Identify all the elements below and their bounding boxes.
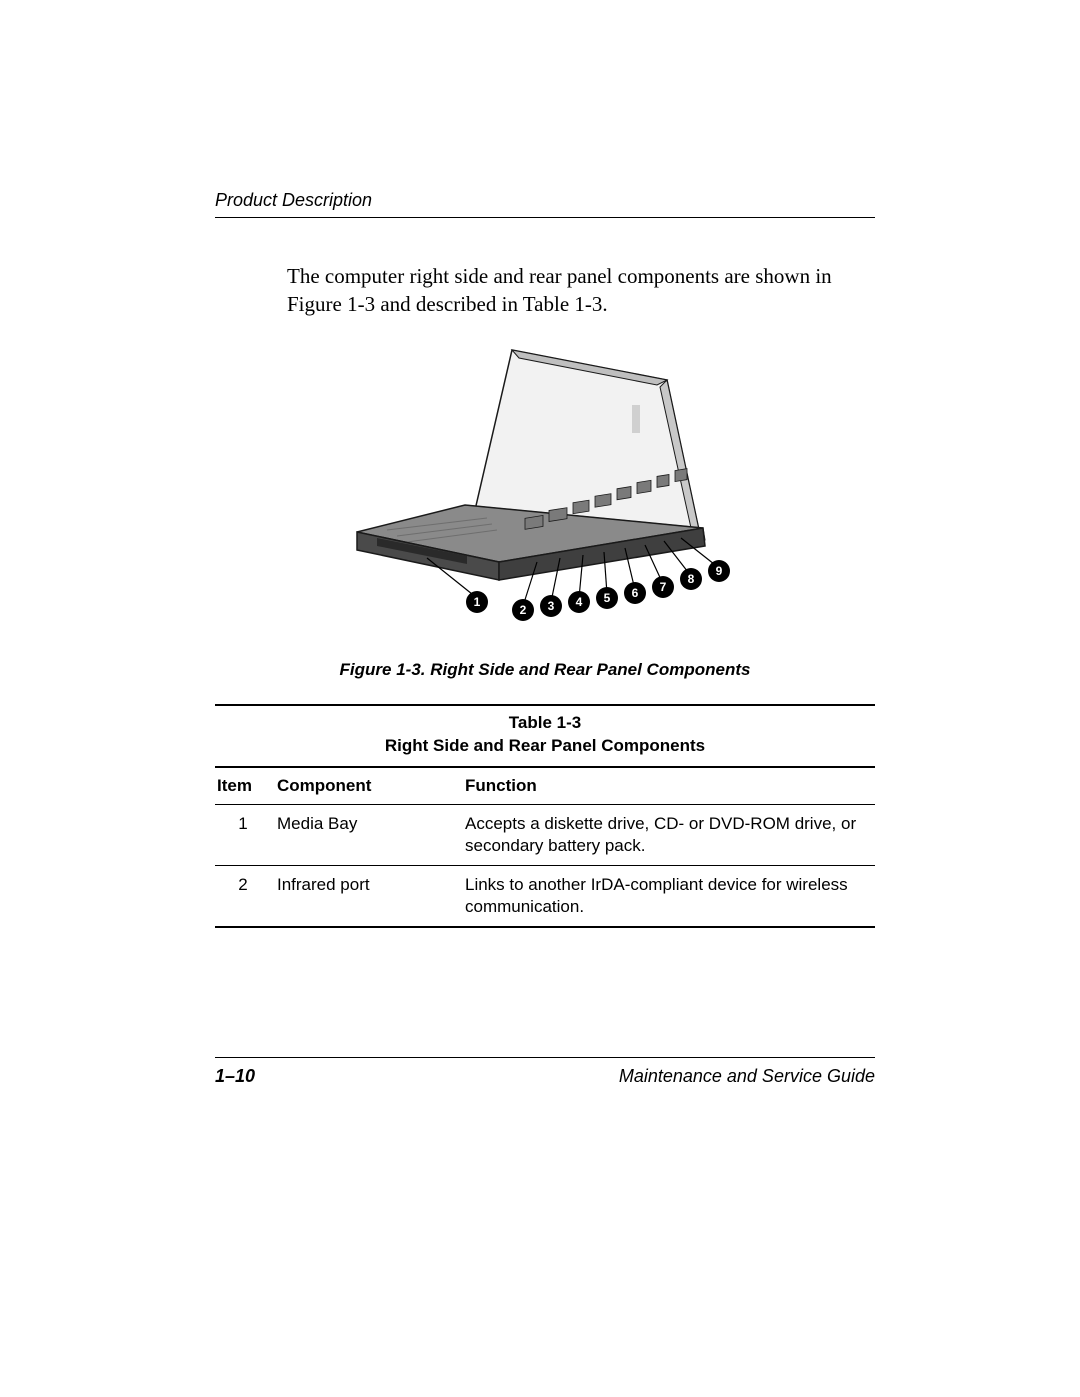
cell-item: 1 bbox=[215, 804, 275, 865]
callout-6: 6 bbox=[632, 586, 639, 600]
table-row: 2 Infrared port Links to another IrDA-co… bbox=[215, 865, 875, 927]
page-footer: 1–10 Maintenance and Service Guide bbox=[215, 1057, 875, 1087]
figure-1-3: 1 2 3 4 5 6 7 8 9 bbox=[287, 340, 807, 630]
table-title-row: Table 1-3 Right Side and Rear Panel Comp… bbox=[215, 705, 875, 767]
col-header-component: Component bbox=[275, 767, 463, 805]
running-header: Product Description bbox=[215, 190, 875, 218]
col-header-function: Function bbox=[463, 767, 875, 805]
figure-caption: Figure 1-3. Right Side and Rear Panel Co… bbox=[215, 660, 875, 680]
callout-2: 2 bbox=[520, 603, 527, 617]
table-1-3: Table 1-3 Right Side and Rear Panel Comp… bbox=[215, 704, 875, 928]
cell-component: Media Bay bbox=[275, 804, 463, 865]
document-page: Product Description The computer right s… bbox=[0, 0, 1080, 1397]
callout-7: 7 bbox=[660, 580, 667, 594]
laptop-illustration: 1 2 3 4 5 6 7 8 9 bbox=[287, 340, 807, 630]
page-number: 1–10 bbox=[215, 1066, 255, 1087]
intro-paragraph: The computer right side and rear panel c… bbox=[287, 262, 875, 319]
cell-component: Infrared port bbox=[275, 865, 463, 927]
callout-1: 1 bbox=[474, 595, 481, 609]
cell-function: Links to another IrDA-compliant device f… bbox=[463, 865, 875, 927]
cell-function: Accepts a diskette drive, CD- or DVD-ROM… bbox=[463, 804, 875, 865]
callout-3: 3 bbox=[548, 599, 555, 613]
table-header-row: Item Component Function bbox=[215, 767, 875, 805]
cell-item: 2 bbox=[215, 865, 275, 927]
callout-4: 4 bbox=[576, 595, 583, 609]
callout-8: 8 bbox=[688, 572, 695, 586]
section-title: Product Description bbox=[215, 190, 372, 210]
table-number: Table 1-3 bbox=[509, 713, 581, 732]
table-title: Right Side and Rear Panel Components bbox=[385, 736, 705, 755]
col-header-item: Item bbox=[215, 767, 275, 805]
table-row: 1 Media Bay Accepts a diskette drive, CD… bbox=[215, 804, 875, 865]
callout-5: 5 bbox=[604, 591, 611, 605]
footer-doc-title: Maintenance and Service Guide bbox=[619, 1066, 875, 1087]
callout-9: 9 bbox=[716, 564, 723, 578]
